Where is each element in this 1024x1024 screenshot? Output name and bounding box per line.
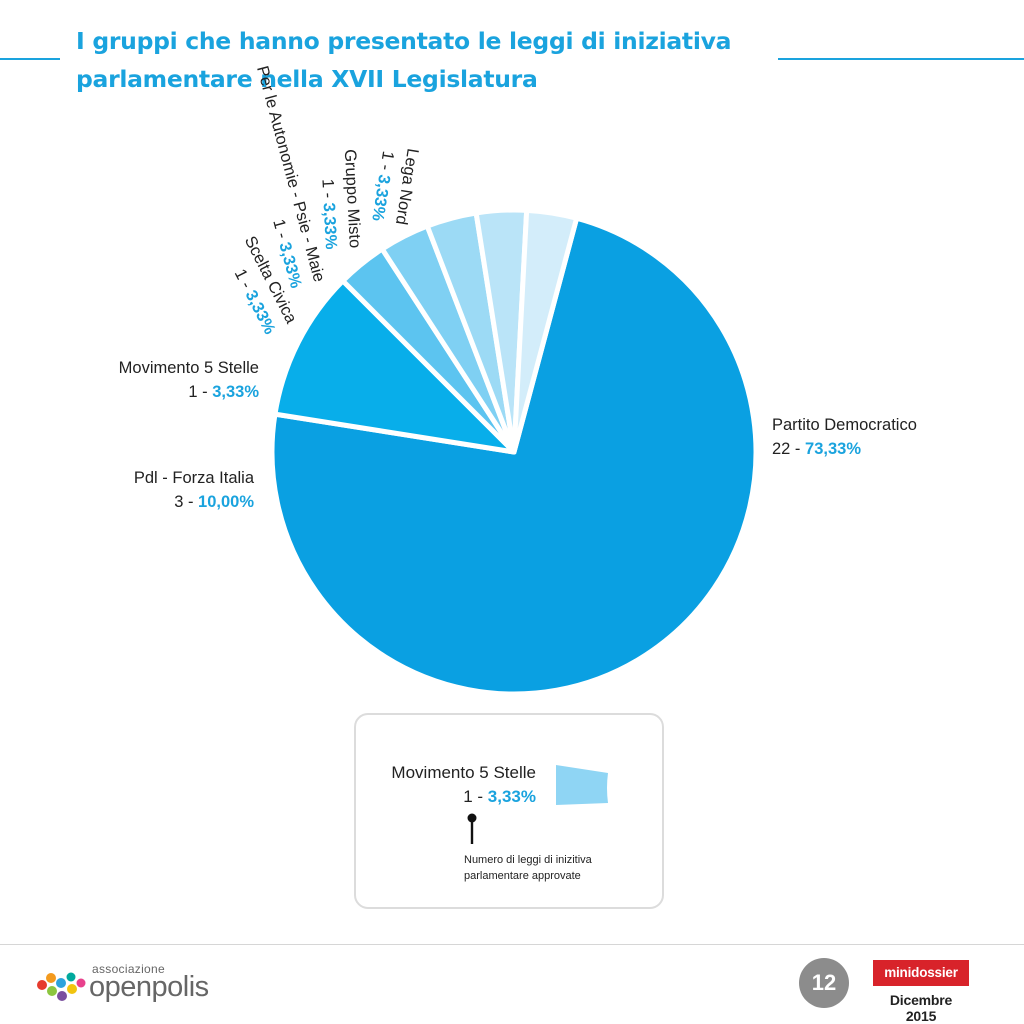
slice-label: Pdl - Forza Italia 3 - 10,00% [134, 469, 255, 511]
pie-slice-lega-nord [511, 207, 580, 455]
legend-example-count: 1 - [463, 787, 488, 806]
minidossier-badge: minidossier [873, 960, 969, 986]
logo-wordmark: openpolis [89, 971, 209, 1003]
legend-example-name: Movimento 5 Stelle [391, 763, 536, 782]
title-rule-left [0, 58, 60, 60]
slice-label-value: 22 - 73,33% [772, 440, 861, 458]
pie-slice-pdl-forza-italia [272, 278, 517, 455]
slice-label-name: Pdl - Forza Italia [134, 469, 255, 487]
publication-date: Dicembre 2015 [889, 992, 953, 1024]
title-line-1: I gruppi che hanno presentato le leggi d… [76, 27, 732, 55]
logo-caption: associazione [92, 962, 165, 976]
slice-label-value: 1 - 3,33% [318, 178, 340, 250]
slice-label-value: 1 - 3,33% [188, 383, 259, 401]
openpolis-logo-icon [37, 972, 86, 1001]
slice-label-name: Partito Democratico [772, 416, 917, 434]
slice-label-value: 3 - 10,00% [174, 493, 254, 511]
title-line-2: parlamentare nella XVII Legislatura [76, 65, 538, 93]
legend-example-percent: 3,33% [487, 787, 536, 806]
pin-icon [467, 813, 477, 844]
pie-slice-partito-democratico [269, 215, 759, 697]
slice-label-value: 1 - 3,33% [368, 150, 397, 223]
slice-label: Movimento 5 Stelle 1 - 3,33% [119, 359, 260, 401]
slice-label-name: Movimento 5 Stelle [119, 359, 259, 377]
pie-chart: Partito Democratico 22 - 73,33% Pdl - Forz… [118, 64, 917, 697]
legend-example-value: 1 - 3,33% [463, 787, 536, 807]
legend-note: Numero di leggi di inizitiva parlamentar… [464, 854, 592, 882]
page-number: 12 [799, 958, 849, 1008]
slice-label: Partito Democratico 22 - 73,33% [772, 416, 917, 458]
slice-label-name: Gruppo Misto [341, 149, 364, 249]
title-rule-right [778, 58, 1024, 60]
legend-slice-swatch [556, 765, 608, 805]
footer-divider [0, 944, 1024, 945]
page-title: I gruppi che hanno presentato le leggi d… [76, 22, 766, 98]
legend-box: Movimento 5 Stelle 1 - 3,33% Numero di l… [354, 713, 664, 909]
